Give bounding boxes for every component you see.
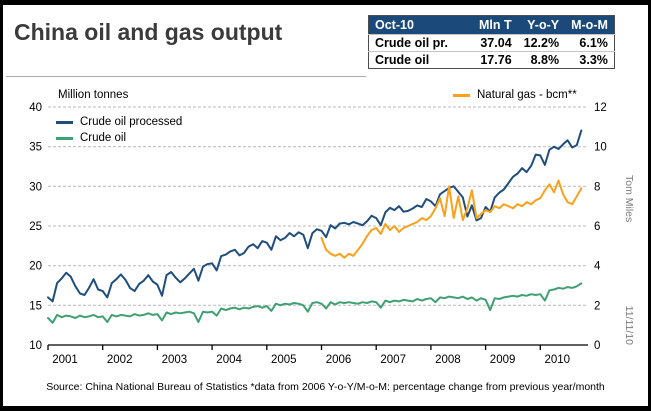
summary-col-mln-t: Mln T [473,15,518,35]
summary-table: Oct-10 Mln T Y-o-Y M-o-M Crude oil pr. 3… [368,15,615,69]
summary-table-header-row: Oct-10 Mln T Y-o-Y M-o-M [368,15,615,35]
x-axis-tick-label: 2003 [162,354,188,366]
legend-line-crude-oil-processed-icon [56,120,73,124]
x-axis-tick-label: 2002 [107,354,133,366]
series-natural-gas-bcm- [320,179,583,259]
left-axis-tick-label: 35 [29,142,42,154]
chart-byline: Tom Miles 11/11/10 [621,175,635,345]
legend-line-crude-oil-icon [56,136,73,140]
table-row: Crude oil pr. 37.04 12.2% 6.1% [368,34,615,52]
line-chart: 2001 2002 2003 2004 2005 2006 2007 2008 2009 2010… [29,102,607,366]
legend-crude-oil-processed: Crude oil processed [56,116,182,128]
series-crude-oil [47,282,583,324]
left-axis-tick-label: 30 [29,181,42,193]
summary-col-mom: M-o-M [565,15,615,35]
page-title: China oil and gas output [14,19,283,45]
row-value-mln-t: 17.76 [473,51,518,69]
right-axis-tick-label: 2 [594,300,600,312]
row-value-mln-t: 37.04 [473,34,518,52]
summary-col-period: Oct-10 [368,15,473,35]
left-axis-tick-label: 10 [29,340,42,352]
legend-label: Crude oil [80,132,127,144]
left-axis-tick-label: 25 [29,221,42,233]
legend-natural-gas: Natural gas - bcm** [453,89,577,101]
x-axis-tick-label: 2009 [490,354,516,366]
x-axis-tick-label: 2005 [271,354,297,366]
left-axis-tick-label: 15 [29,300,42,312]
right-axis-tick-label: 6 [594,221,600,233]
series-crude-oil-processed [47,129,583,303]
x-axis-tick-label: 2008 [435,354,461,366]
row-label: Crude oil pr. [368,34,473,52]
right-axis-tick-label: 12 [594,102,607,114]
legend-line-natural-gas-icon [453,93,470,97]
right-axis-tick-label: 10 [594,142,607,154]
right-axis-tick-label: 4 [594,261,601,273]
row-value-mom: 3.3% [565,51,615,69]
legend-label: Natural gas - bcm** [477,89,577,101]
byline-date: 11/11/10 [623,305,635,345]
x-axis-tick-label: 2007 [380,354,406,366]
right-axis-tick-label: 8 [594,181,600,193]
x-axis-tick-label: 2006 [326,354,352,366]
row-value-mom: 6.1% [565,34,615,52]
byline-author: Tom Miles [623,175,635,223]
title-divider [6,76,366,77]
row-value-yoy: 12.2% [517,34,566,52]
left-axis-tick-label: 40 [29,102,42,114]
x-axis-tick-label: 2010 [545,354,571,366]
summary-col-yoy: Y-o-Y [517,15,566,35]
x-axis-tick-label: 2001 [52,354,78,366]
table-row: Crude oil 17.76 8.8% 3.3% [368,51,615,69]
legend-label: Crude oil processed [80,116,183,128]
left-axis-tick-label: 20 [29,261,42,273]
right-axis-tick-label: 0 [594,340,600,352]
row-value-yoy: 8.8% [517,51,566,69]
x-axis-tick-label: 2004 [216,354,242,366]
row-label: Crude oil [368,51,473,69]
legend-crude-oil: Crude oil [56,132,126,144]
source-note: Source: China National Bureau of Statist… [46,381,605,393]
left-axis-title: Million tonnes [58,89,129,101]
